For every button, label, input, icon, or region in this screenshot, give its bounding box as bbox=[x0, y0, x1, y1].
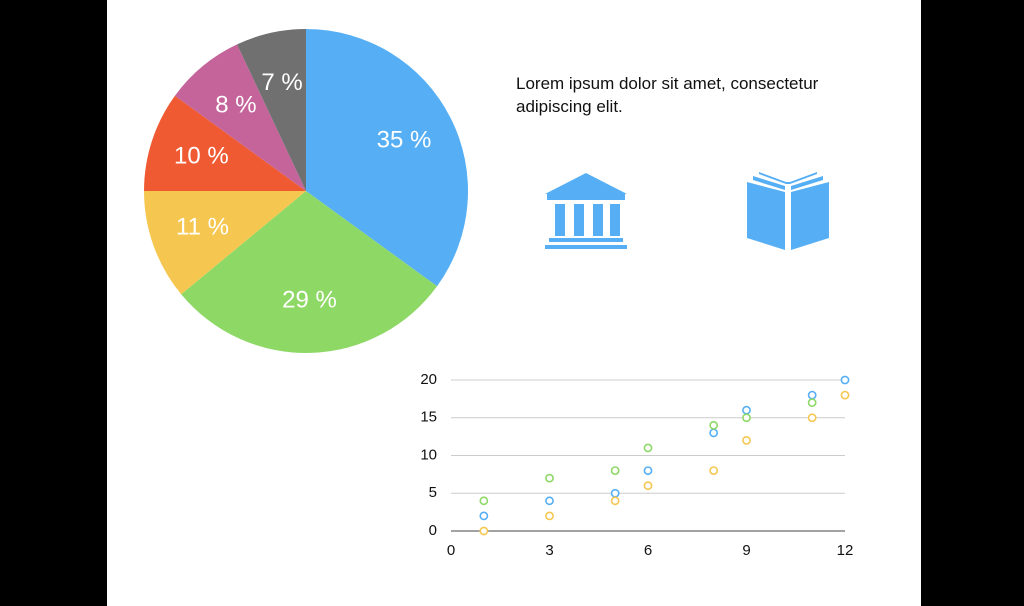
scatter-point-s1-4 bbox=[709, 420, 719, 430]
scatter-point-s2-0 bbox=[479, 526, 489, 536]
scatter-point-s0-2 bbox=[610, 488, 620, 498]
y-tick-label-3: 15 bbox=[420, 409, 437, 426]
scatter-point-s2-5 bbox=[742, 435, 751, 445]
scatter-point-s2-3 bbox=[643, 481, 653, 491]
scatter-point-s2-1 bbox=[545, 511, 554, 521]
scatter-point-s0-0 bbox=[479, 511, 489, 521]
scatter-point-s2-7 bbox=[840, 390, 850, 400]
scatter-point-s1-2 bbox=[610, 466, 620, 475]
pie-label-4: 8 % bbox=[215, 92, 256, 119]
pie-slice-3 bbox=[144, 95, 306, 191]
x-tick-label-2: 6 bbox=[644, 542, 652, 559]
scatter-point-s0-6 bbox=[807, 390, 817, 400]
y-tick-label-1: 5 bbox=[429, 484, 437, 501]
scatter-point-s1-6 bbox=[807, 398, 817, 408]
scatter-point-s1-3 bbox=[643, 443, 653, 453]
scatter-point-s1-5 bbox=[742, 413, 751, 423]
scatter-point-s0-4 bbox=[709, 428, 719, 438]
scatter-point-s1-1 bbox=[545, 473, 554, 483]
scatter-point-s0-7 bbox=[840, 375, 850, 385]
pie-label-1: 29 % bbox=[282, 286, 337, 313]
pie-label-3: 10 % bbox=[174, 142, 229, 169]
pie-chart: 35 % 29 % 11 % 10 % 8 %7 % bbox=[144, 29, 469, 354]
body-text: Lorem ipsum dolor sit amet, consectetur … bbox=[516, 74, 819, 116]
y-tick-label-4: 20 bbox=[420, 371, 437, 388]
x-tick-label-4: 12 bbox=[837, 542, 854, 559]
scatter-point-s2-6 bbox=[807, 413, 817, 423]
x-tick-label-3: 9 bbox=[742, 542, 750, 559]
scatter-chart: 0 5 10 15 20 0 3 6 9 12 bbox=[420, 371, 854, 559]
pie-slice-5 bbox=[237, 29, 306, 191]
pie-slice-0 bbox=[306, 29, 469, 287]
scatter-point-s2-4 bbox=[709, 466, 719, 475]
bank-icon bbox=[545, 173, 627, 249]
pie-slice-2 bbox=[144, 191, 306, 295]
book-icon bbox=[747, 172, 829, 250]
slide: 35 % 29 % 11 % 10 % 8 % 7 % Lorem ipsum dolor… bbox=[107, 0, 921, 606]
pie-slice-4 bbox=[174, 44, 306, 192]
scatter-point-s0-1 bbox=[545, 496, 554, 506]
pie-label-2: 11 % bbox=[176, 214, 229, 241]
scatter-point-s0-5 bbox=[742, 405, 751, 415]
pie-slice-1 bbox=[181, 191, 438, 354]
x-tick-label-0: 0 bbox=[447, 542, 455, 559]
scatter-point-s0-3 bbox=[643, 466, 653, 475]
pie-label-5: 7 % bbox=[261, 69, 302, 96]
y-tick-label-0: 0 bbox=[429, 522, 437, 539]
x-tick-label-1: 3 bbox=[545, 542, 553, 559]
scatter-point-s2-2 bbox=[610, 496, 620, 506]
pie-label-0: 35 % bbox=[377, 126, 432, 153]
y-tick-label-2: 10 bbox=[420, 446, 437, 463]
scatter-point-s1-0 bbox=[479, 496, 489, 506]
